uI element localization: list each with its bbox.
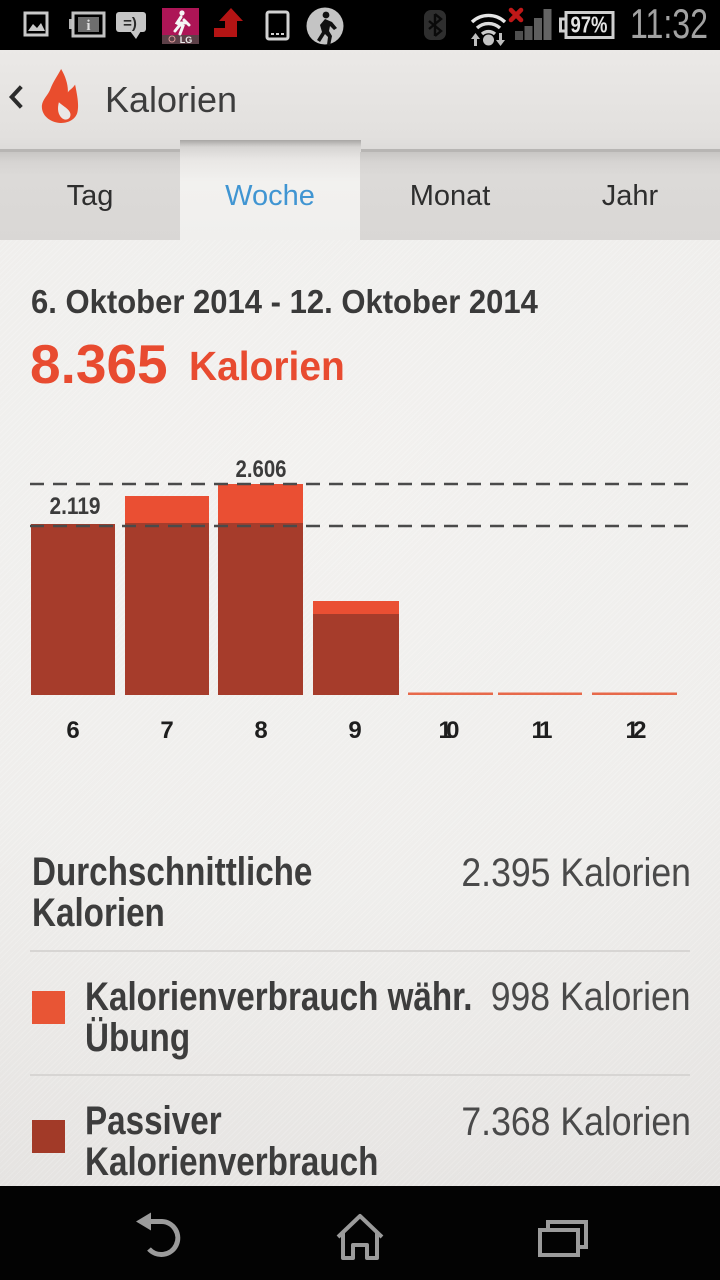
- svg-text:2.606: 2.606: [236, 456, 287, 483]
- svg-text:10: 10: [439, 717, 460, 744]
- svg-text:97%: 97%: [571, 12, 608, 38]
- svg-text:i: i: [86, 18, 90, 34]
- svg-text:=): =): [123, 15, 137, 32]
- svg-text:7: 7: [160, 717, 173, 744]
- svg-text:12: 12: [626, 717, 647, 744]
- svg-text:8: 8: [254, 717, 267, 744]
- svg-text:11: 11: [532, 717, 553, 744]
- svg-text:LG: LG: [180, 35, 193, 45]
- svg-text:2.119: 2.119: [50, 493, 101, 520]
- svg-text:9: 9: [348, 717, 361, 744]
- svg-text:6: 6: [66, 717, 79, 744]
